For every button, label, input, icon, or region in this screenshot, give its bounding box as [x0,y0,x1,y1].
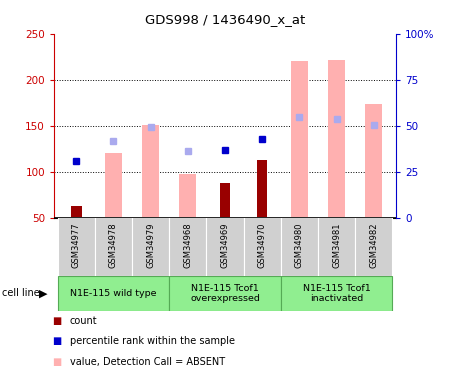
Text: count: count [70,316,97,326]
Bar [220,183,230,218]
Bar [169,276,281,311]
Bar [132,217,169,276]
Bar [207,217,243,276]
Bar [180,174,196,217]
Text: ■: ■ [52,357,61,367]
Text: GSM34978: GSM34978 [109,222,118,268]
Bar [95,217,132,276]
Text: GSM34969: GSM34969 [220,222,230,268]
Bar [142,125,159,217]
Bar [291,62,308,217]
Bar [257,160,267,218]
Bar [328,60,345,217]
Text: GSM34980: GSM34980 [295,222,304,268]
Bar [105,153,122,218]
Text: ■: ■ [52,336,61,346]
Text: GSM34979: GSM34979 [146,222,155,268]
Bar [318,217,355,276]
Text: ■: ■ [52,316,61,326]
Text: GDS998 / 1436490_x_at: GDS998 / 1436490_x_at [145,13,305,26]
Text: value, Detection Call = ABSENT: value, Detection Call = ABSENT [70,357,225,367]
Text: percentile rank within the sample: percentile rank within the sample [70,336,235,346]
Bar [355,217,392,276]
Text: GSM34982: GSM34982 [369,222,378,268]
Bar [365,104,382,218]
Text: N1E-115 Tcof1
overexpressed: N1E-115 Tcof1 overexpressed [190,284,260,303]
Text: N1E-115 Tcof1
inactivated: N1E-115 Tcof1 inactivated [303,284,370,303]
Bar [281,276,392,311]
Text: GSM34977: GSM34977 [72,222,81,268]
Text: N1E-115 wild type: N1E-115 wild type [70,289,157,298]
Bar [58,276,169,311]
Text: ▶: ▶ [39,288,48,298]
Bar [58,217,95,276]
Text: cell line: cell line [2,288,40,298]
Bar [243,217,281,276]
Text: GSM34970: GSM34970 [258,222,267,268]
Bar [71,207,81,218]
Text: GSM34968: GSM34968 [183,222,192,268]
Bar [281,217,318,276]
Bar [169,217,207,276]
Text: GSM34981: GSM34981 [332,222,341,268]
